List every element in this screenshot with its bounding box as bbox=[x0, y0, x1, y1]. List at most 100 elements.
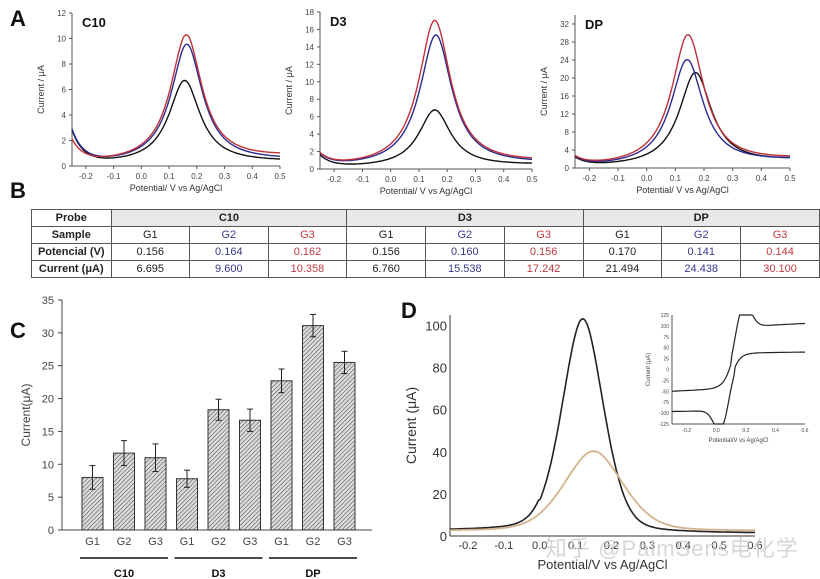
x-tick-label: G2 bbox=[211, 536, 226, 548]
panel-label-b: B bbox=[10, 178, 26, 203]
y-tick-label: 8 bbox=[310, 95, 315, 104]
table-cell: 6.760 bbox=[346, 260, 426, 278]
table-cell: 0.156 bbox=[503, 243, 584, 261]
bar-5 bbox=[239, 419, 261, 531]
x-tick-label: 0.1 bbox=[670, 174, 682, 183]
panel-label-a: A bbox=[10, 6, 26, 31]
table-cell: G1 bbox=[346, 226, 426, 244]
group-label: C10 bbox=[114, 568, 134, 579]
x-tick-label: 0.1 bbox=[413, 175, 425, 184]
x-tick-label: 0.3 bbox=[219, 172, 231, 181]
table-cell: 21.494 bbox=[582, 260, 663, 278]
table-cell: 6.695 bbox=[110, 260, 191, 278]
chart-title: C10 bbox=[82, 15, 106, 30]
probe-c10: C10 bbox=[110, 209, 348, 227]
series-line-g2 bbox=[574, 58, 791, 163]
y-tick-label: 4 bbox=[62, 111, 67, 120]
chart-c-bar: 0 5 10 15 20 25 30 35 Current(μA) G1 G2 G3 G1 G2 G3 G1 G… bbox=[19, 295, 372, 579]
group-label: D3 bbox=[211, 568, 225, 579]
x-tick-label: 0.5 bbox=[526, 175, 538, 184]
y-tick-label: 12 bbox=[305, 60, 314, 69]
y-tick-label: 0 bbox=[440, 529, 447, 544]
table-cell: 0.162 bbox=[267, 243, 348, 261]
table-row-potential: Potencial (V) 0.156 0.164 0.162 0.156 0.160 0… bbox=[31, 243, 820, 261]
chart-a-d3: 0 2 4 6 8 10 12 14 16 18 -0.2 -0.1 0.0 0.1 0.2 0.3 0.4 0.… bbox=[284, 8, 538, 196]
y-tick-label: 20 bbox=[560, 74, 569, 83]
series-line-tan bbox=[450, 450, 755, 532]
table-row-probe: Probe C10 D3 DP bbox=[31, 209, 820, 227]
inset-y-tick-label: 75 bbox=[663, 335, 669, 341]
inset-x-tick-label: 0.6 bbox=[802, 428, 809, 434]
y-tick-label: 20 bbox=[433, 487, 447, 502]
inset-y-tick-label: -75 bbox=[662, 400, 669, 406]
x-tick-label: G1 bbox=[85, 536, 100, 548]
chart-title: DP bbox=[585, 17, 603, 32]
y-tick-label: 4 bbox=[310, 130, 315, 139]
x-axis-label: Potential/ V vs Ag/AgCl bbox=[130, 183, 223, 193]
x-tick-label: -0.2 bbox=[458, 540, 477, 552]
y-tick-label: 8 bbox=[565, 128, 570, 137]
inset-x-tick-label: 0.0 bbox=[713, 428, 720, 434]
series-line-g3 bbox=[319, 19, 533, 161]
inset-y-tick-label: -50 bbox=[662, 389, 669, 395]
series-line-g3 bbox=[71, 34, 281, 158]
x-tick-label: 0.5 bbox=[711, 540, 726, 552]
bar-7 bbox=[302, 325, 324, 531]
inset-cv-reverse-line bbox=[672, 351, 805, 425]
y-axis-label: Current(μA) bbox=[19, 384, 33, 447]
inset-x-tick-label: 0.2 bbox=[742, 428, 749, 434]
inset-y-tick-label: 25 bbox=[663, 357, 669, 363]
x-tick-label: 0.4 bbox=[756, 174, 768, 183]
y-tick-label: 60 bbox=[433, 403, 447, 418]
row-header: Current (μA) bbox=[31, 260, 112, 278]
table-cell: G1 bbox=[110, 226, 191, 244]
x-tick-label: 0.0 bbox=[532, 540, 547, 552]
x-tick-label: 0.2 bbox=[191, 172, 203, 181]
x-tick-label: 0.3 bbox=[640, 540, 655, 552]
chart-a-c10: 0 2 4 6 8 10 12 -0.2 -0.1 0.0 0.1 0.2 0.3 0.4 0.5 Poten… bbox=[36, 9, 286, 193]
table-cell: 0.156 bbox=[110, 243, 191, 261]
bar-4 bbox=[207, 409, 230, 531]
table-cell: G3 bbox=[503, 226, 584, 244]
inset-y-tick-label: -100 bbox=[659, 411, 669, 417]
series-line-g1 bbox=[71, 79, 281, 160]
y-tick-label: 35 bbox=[42, 295, 54, 307]
series-line-g1 bbox=[574, 71, 790, 164]
table-row-sample: Sample G1 G2 G3 G1 G2 G3 G1 G2 G3 bbox=[31, 226, 820, 244]
x-tick-label: -0.2 bbox=[582, 174, 596, 183]
y-tick-label: 12 bbox=[57, 9, 66, 18]
inset-x-tick-label: 0.4 bbox=[772, 428, 779, 434]
row-header: Potencial (V) bbox=[31, 243, 112, 261]
chart-a-dp: 0 4 8 12 16 20 24 28 32 -0.2 -0.1 0.0 0.1 0.2 0.3 0.4 0.… bbox=[540, 15, 796, 195]
x-axis-label: Potential/ V vs Ag/AgCl bbox=[380, 186, 473, 196]
table-cell: 30.100 bbox=[740, 260, 820, 278]
table-cell: 0.164 bbox=[189, 243, 269, 261]
panel-label-c: C bbox=[10, 318, 26, 343]
results-table: Probe C10 D3 DP Sample G1 G2 G3 G1 G2 G3 G1 G2 G… bbox=[31, 209, 820, 278]
table-cell: 0.144 bbox=[740, 243, 820, 261]
chart-d-main: 0 20 40 60 80 100 -0.2 -0.1 0.0 0.1 0.2 0.3 0.4 0.5 0.… bbox=[403, 307, 813, 572]
x-tick-label: 0.1 bbox=[164, 172, 176, 181]
x-tick-label: 0.6 bbox=[747, 540, 762, 552]
y-tick-label: 20 bbox=[42, 394, 54, 406]
table-cell: 9.600 bbox=[189, 260, 269, 278]
y-tick-label: 10 bbox=[305, 78, 314, 87]
bar-8 bbox=[333, 361, 356, 531]
table-cell: 0.141 bbox=[661, 243, 742, 261]
y-tick-label: 80 bbox=[433, 361, 447, 376]
y-tick-label: 15 bbox=[42, 426, 54, 438]
x-tick-label: -0.2 bbox=[79, 172, 93, 181]
y-tick-label: 2 bbox=[62, 137, 67, 146]
row-header: Sample bbox=[31, 226, 112, 244]
y-tick-label: 0 bbox=[565, 164, 570, 173]
x-tick-label: 0.2 bbox=[442, 175, 454, 184]
x-tick-label: 0.5 bbox=[274, 172, 286, 181]
table-cell: 0.160 bbox=[424, 243, 505, 261]
inset-y-tick-label: 50 bbox=[663, 346, 669, 352]
table-cell: 10.358 bbox=[267, 260, 348, 278]
series-line-g2 bbox=[319, 34, 533, 162]
inset-y-axis-label: Current (μA) bbox=[646, 353, 652, 386]
y-tick-label: 30 bbox=[42, 328, 54, 340]
inset-y-tick-label: -25 bbox=[662, 378, 669, 384]
y-tick-label: 16 bbox=[560, 92, 569, 101]
